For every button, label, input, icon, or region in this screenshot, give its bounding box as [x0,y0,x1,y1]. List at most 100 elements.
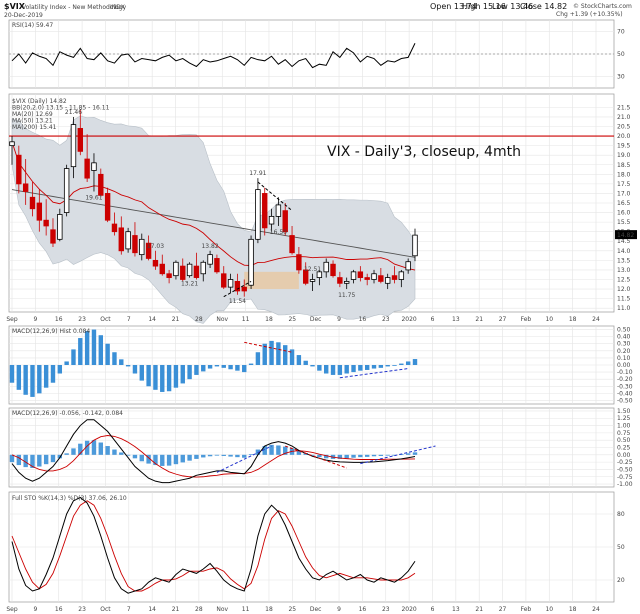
hist-divergence-red [244,341,293,353]
ma50-line [11,189,416,258]
candle-body [364,277,370,280]
price-xtick: 24 [592,316,600,323]
macd-hist-bar [201,365,206,372]
macd-hist-bar-small [310,454,315,456]
sto-xtick: 2020 [401,606,416,613]
macd-hist-ytick: -0.10 [617,369,633,376]
macd-hist-bar [132,365,138,374]
candle-body [22,183,29,192]
macd-hist-bar [105,343,110,365]
macd-hist-bar-small [201,454,206,458]
sto-xtick: 7 [127,606,131,613]
macd-hist-bar-small [283,446,288,455]
price-ytick: 18.5 [617,162,631,169]
price-data-label: 11.75 [338,292,355,299]
candle-body [207,254,213,265]
macd-hist-bar [351,365,356,373]
price-ytick: 19.0 [617,152,631,159]
macd-hist-ytick: -0.30 [617,383,633,390]
macd-hist-bar [283,345,288,365]
macd-hist-bar-small [371,454,377,457]
chart-exchange: INDX [110,4,125,11]
chart-date: 20-Dec-2019 [4,12,43,19]
price-xtick: Dec [310,316,322,323]
candle-body [111,223,118,233]
candle-body [323,261,329,273]
macd-line [11,419,416,484]
price-ytick: 14.5 [617,238,631,245]
price-ytick: 13.5 [617,257,631,264]
macd-hist-bar-small [125,454,131,456]
macd-hist-bar [269,340,274,365]
candle-body [214,258,220,273]
macd-hist-bar [91,329,97,365]
macd-hist-bar-small [248,454,254,456]
macd-hist-ytick: 0.40 [617,334,631,341]
price-xtick: 9 [33,316,37,323]
close-value: Close 14.82 [520,2,567,11]
last-price-label: 14.82 [617,232,634,239]
macd-hist-bar [173,365,179,388]
macd-hist-bar [57,365,63,374]
macd-ytick: 1.25 [617,415,631,422]
sto-xtick: 28 [195,606,203,613]
candle-body [70,124,77,168]
price-ytick: 13.0 [617,267,631,274]
macd-hist-bar-small [71,448,76,455]
candle-body [132,235,138,254]
candle-body [152,259,159,267]
sto-xtick: Sep [6,606,18,613]
macd-hist-bar [153,365,158,390]
macd-ytick: 0.25 [617,445,631,452]
macd-hist-bar-small [173,454,179,465]
macd-hist-bar [207,365,213,369]
macd-hist-bar [255,352,261,365]
support-box [244,271,299,290]
candle-body [398,271,405,280]
macd-hist-bar [166,365,172,392]
macd-hist-ytick: -0.20 [617,376,633,383]
macd-hist-bar-small [64,453,69,455]
candle-body [166,273,172,278]
macd-hist-bar [330,365,336,375]
sto-xtick: 6 [431,606,435,613]
macd-hist-bar-small [228,454,233,457]
price-xtick: 2020 [401,316,416,323]
candle-body [77,128,84,152]
macd-hist-bar-small [385,454,390,456]
macd-ytick: -1.00 [617,481,633,488]
sto-xtick: 18 [265,606,273,613]
macd-hist-bar [412,359,418,365]
macd-hist-bar-small [50,454,56,463]
candle-body [63,168,70,213]
macd-hist-bar [187,365,192,380]
macd-hist-ytick: 0.20 [617,348,631,355]
price-xtick: 21 [172,316,180,323]
macd-ytick: 1.00 [617,423,631,430]
candle-body [118,227,124,252]
price-legend-0: $VIX (Daily) 14.82 [12,98,67,105]
rsi-ytick: 70 [617,28,625,35]
price-data-label: 19.61 [85,195,102,202]
macd-hist-bar [43,365,49,388]
macd-hist-bar-small [187,454,192,461]
sto-xtick: 23 [382,606,390,613]
candle-body [262,193,268,229]
price-ytick: 12.5 [617,276,631,283]
macd-hist-bar [303,360,308,365]
macd-hist-bar-small [9,454,15,463]
sto-xtick: 24 [592,606,600,613]
price-xtick: 14 [148,316,156,323]
sto-xtick: 9 [337,606,341,613]
price-ytick: 21.0 [617,114,631,121]
price-ytick: 20.0 [617,133,631,140]
candle-body [378,275,384,282]
price-data-label: 17.91 [249,170,266,177]
macd-hist-bar [160,365,165,392]
macd-hist-bar-small [30,454,35,468]
candle-body [412,234,418,257]
candle-body [16,154,22,185]
macd-ytick: 0.75 [617,430,631,437]
price-xtick: 27 [499,316,507,323]
macd-ytick: -0.25 [617,459,633,466]
